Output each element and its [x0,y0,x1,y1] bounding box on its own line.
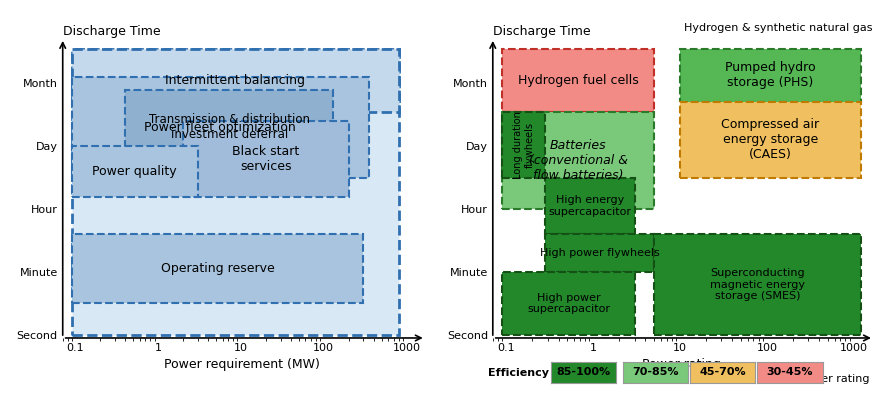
Text: Power fleet optimization: Power fleet optimization [144,121,297,134]
Text: Discharge Time: Discharge Time [63,25,160,38]
Text: High power
supercapacitor: High power supercapacitor [527,293,610,314]
Text: Hydrogen & synthetic natural gas: Hydrogen & synthetic natural gas [685,23,873,33]
Bar [183,121,349,196]
Bar [72,49,399,112]
Text: High power flywheels: High power flywheels [539,248,659,258]
Text: Power rating: Power rating [798,374,869,384]
Bar [72,146,198,196]
Text: Hydrogen fuel cells: Hydrogen fuel cells [518,73,639,87]
Text: Intermittent balancing: Intermittent balancing [165,73,306,87]
Bar [503,272,634,335]
Bar [680,49,861,102]
Bar [503,112,654,209]
Bar [680,102,861,178]
Text: Superconducting
magnetic energy
storage (SMES): Superconducting magnetic energy storage … [710,268,805,301]
Bar [125,90,333,165]
Text: Long duration
flywheels: Long duration flywheels [513,111,535,178]
Text: Discharge Time: Discharge Time [493,25,590,38]
Text: High energy
supercapacitor: High energy supercapacitor [548,195,632,217]
Bar [503,112,545,178]
Text: Operating reserve: Operating reserve [160,262,274,275]
Bar [72,77,369,178]
Text: Efficiency: Efficiency [488,368,549,378]
Text: Compressed air
energy storage
(CAES): Compressed air energy storage (CAES) [721,118,820,162]
Bar [654,234,861,335]
Text: Pumped hydro
storage (PHS): Pumped hydro storage (PHS) [725,61,815,90]
Text: Power quality: Power quality [92,165,177,178]
Bar [545,234,654,272]
Bar [72,234,363,303]
Text: 45-70%: 45-70% [699,367,746,377]
X-axis label: Power rating: Power rating [642,358,720,371]
Bar [545,178,634,234]
Bar [503,49,654,112]
X-axis label: Power requirement (MW): Power requirement (MW) [164,358,320,371]
Text: 30-45%: 30-45% [767,367,813,377]
Text: 85-100%: 85-100% [556,367,611,377]
Text: 70-85%: 70-85% [633,367,678,377]
Bar [72,49,399,335]
Text: Black start
services: Black start services [232,145,299,173]
Text: Batteries
(conventional &
flow batteries): Batteries (conventional & flow batteries… [529,139,627,182]
Text: Transmission & distribution
investment deferral: Transmission & distribution investment d… [149,113,310,141]
